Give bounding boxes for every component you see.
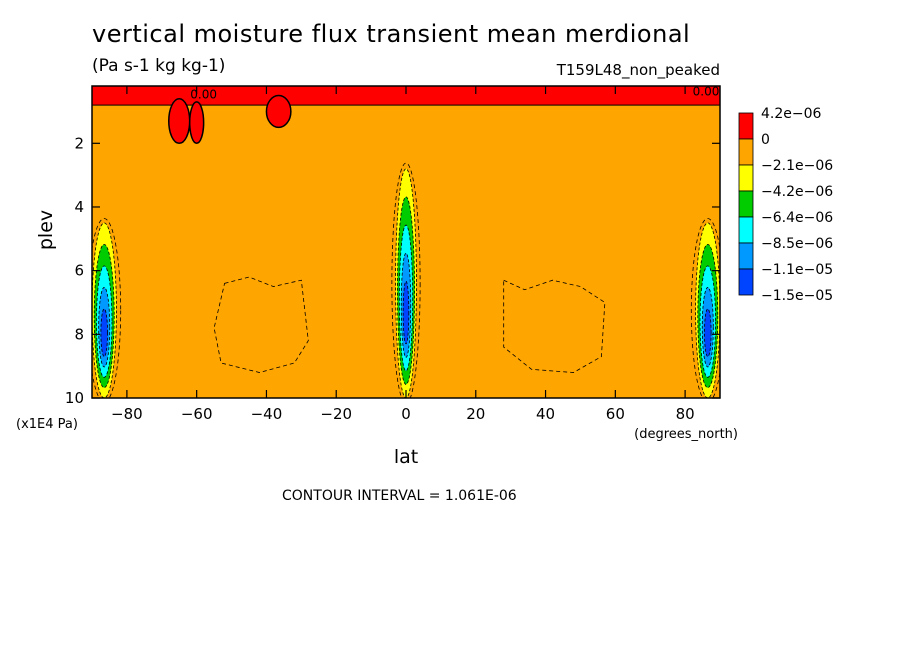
- colorbar-swatch: [738, 112, 754, 140]
- weak-negative-contour: [503, 279, 606, 373]
- negative-region: [690, 218, 720, 398]
- x-axis: −80 −60 −40 −20 0 20 40 60 80: [111, 86, 695, 423]
- colorbar-label: −8.5e−06: [761, 236, 833, 252]
- contour-label: 0.00: [693, 85, 720, 99]
- colorbar-swatch: [738, 216, 754, 244]
- y-tick-label: 2: [74, 134, 84, 152]
- contour-label: 0.00: [190, 88, 217, 102]
- y-axis-units: (x1E4 Pa): [16, 417, 78, 432]
- x-tick-label: 20: [466, 405, 485, 423]
- contour-interval: CONTOUR INTERVAL = 1.061E-06: [282, 488, 517, 504]
- positive-region: [188, 101, 205, 145]
- negative-contour-line: [92, 218, 122, 398]
- colorbar-label: 4.2e−06: [761, 106, 822, 122]
- negative-contour-band: [100, 308, 108, 358]
- colorbar-label: −1.1e−05: [761, 262, 833, 278]
- positive-region: [168, 97, 191, 145]
- colorbar-label: 0: [761, 132, 770, 148]
- negative-contour-band: [704, 308, 712, 358]
- colorbar-label: −1.5e−05: [761, 288, 833, 304]
- positive-region: [92, 86, 720, 106]
- x-tick-label: 60: [606, 405, 625, 423]
- y-tick-label: 8: [74, 325, 84, 343]
- x-tick-label: −80: [111, 405, 143, 423]
- x-tick-label: −20: [320, 405, 352, 423]
- plot-area: 0.00 0.00: [92, 85, 720, 398]
- negative-region: [92, 218, 122, 398]
- y-axis-label: plev: [35, 210, 57, 250]
- colorbar-swatch: [738, 164, 754, 192]
- x-axis-label: lat: [394, 446, 418, 468]
- x-tick-label: 40: [536, 405, 555, 423]
- colorbar-swatch: [738, 138, 754, 166]
- colorbar: 4.2e−06 0 −2.1e−06 −4.2e−06 −6.4e−06 −8.5e−06…: [738, 106, 833, 304]
- y-tick-label: 10: [65, 389, 84, 407]
- experiment-label: T159L48_non_peaked: [556, 61, 720, 79]
- x-tick-label: 0: [401, 405, 411, 423]
- colorbar-swatch: [738, 190, 754, 218]
- y-axis: 2 4 6 8 10: [65, 134, 720, 407]
- chart-title: vertical moisture flux transient mean me…: [92, 20, 691, 48]
- x-axis-units: (degrees_north): [634, 427, 738, 442]
- negative-contour-line: [391, 162, 421, 398]
- chart-units: (Pa s-1 kg kg-1): [92, 56, 226, 76]
- negative-contour-band: [402, 280, 410, 345]
- colorbar-swatch: [738, 242, 754, 270]
- y-tick-label: 6: [74, 262, 84, 280]
- x-tick-label: 80: [676, 405, 695, 423]
- colorbar-swatch: [738, 268, 754, 296]
- positive-region: [265, 94, 292, 129]
- x-tick-label: −40: [251, 405, 283, 423]
- colorbar-label: −6.4e−06: [761, 210, 833, 226]
- colorbar-label: −2.1e−06: [761, 158, 833, 174]
- weak-negative-contour: [213, 276, 309, 373]
- colorbar-label: −4.2e−06: [761, 184, 833, 200]
- negative-contour-line: [690, 218, 720, 398]
- x-tick-label: −60: [181, 405, 213, 423]
- negative-region: [391, 162, 421, 398]
- y-tick-label: 4: [74, 198, 84, 216]
